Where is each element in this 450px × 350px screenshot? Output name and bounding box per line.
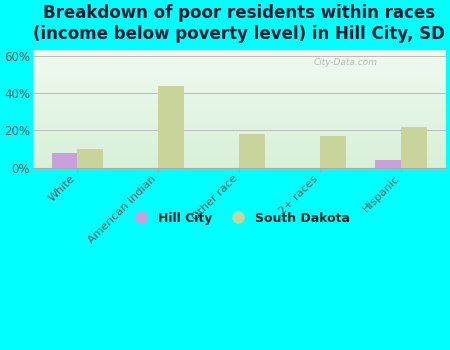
Bar — [401, 127, 427, 168]
Bar — [239, 134, 266, 168]
Text: City-Data.com: City-Data.com — [314, 58, 378, 67]
Title: Breakdown of poor residents within races
(income below poverty level) in Hill Ci: Breakdown of poor residents within races… — [33, 4, 446, 43]
Legend: Hill City, South Dakota: Hill City, South Dakota — [123, 207, 356, 230]
Bar — [375, 160, 401, 168]
Bar — [77, 149, 104, 168]
Bar — [158, 85, 184, 168]
Bar — [52, 153, 77, 168]
Bar — [320, 136, 346, 168]
